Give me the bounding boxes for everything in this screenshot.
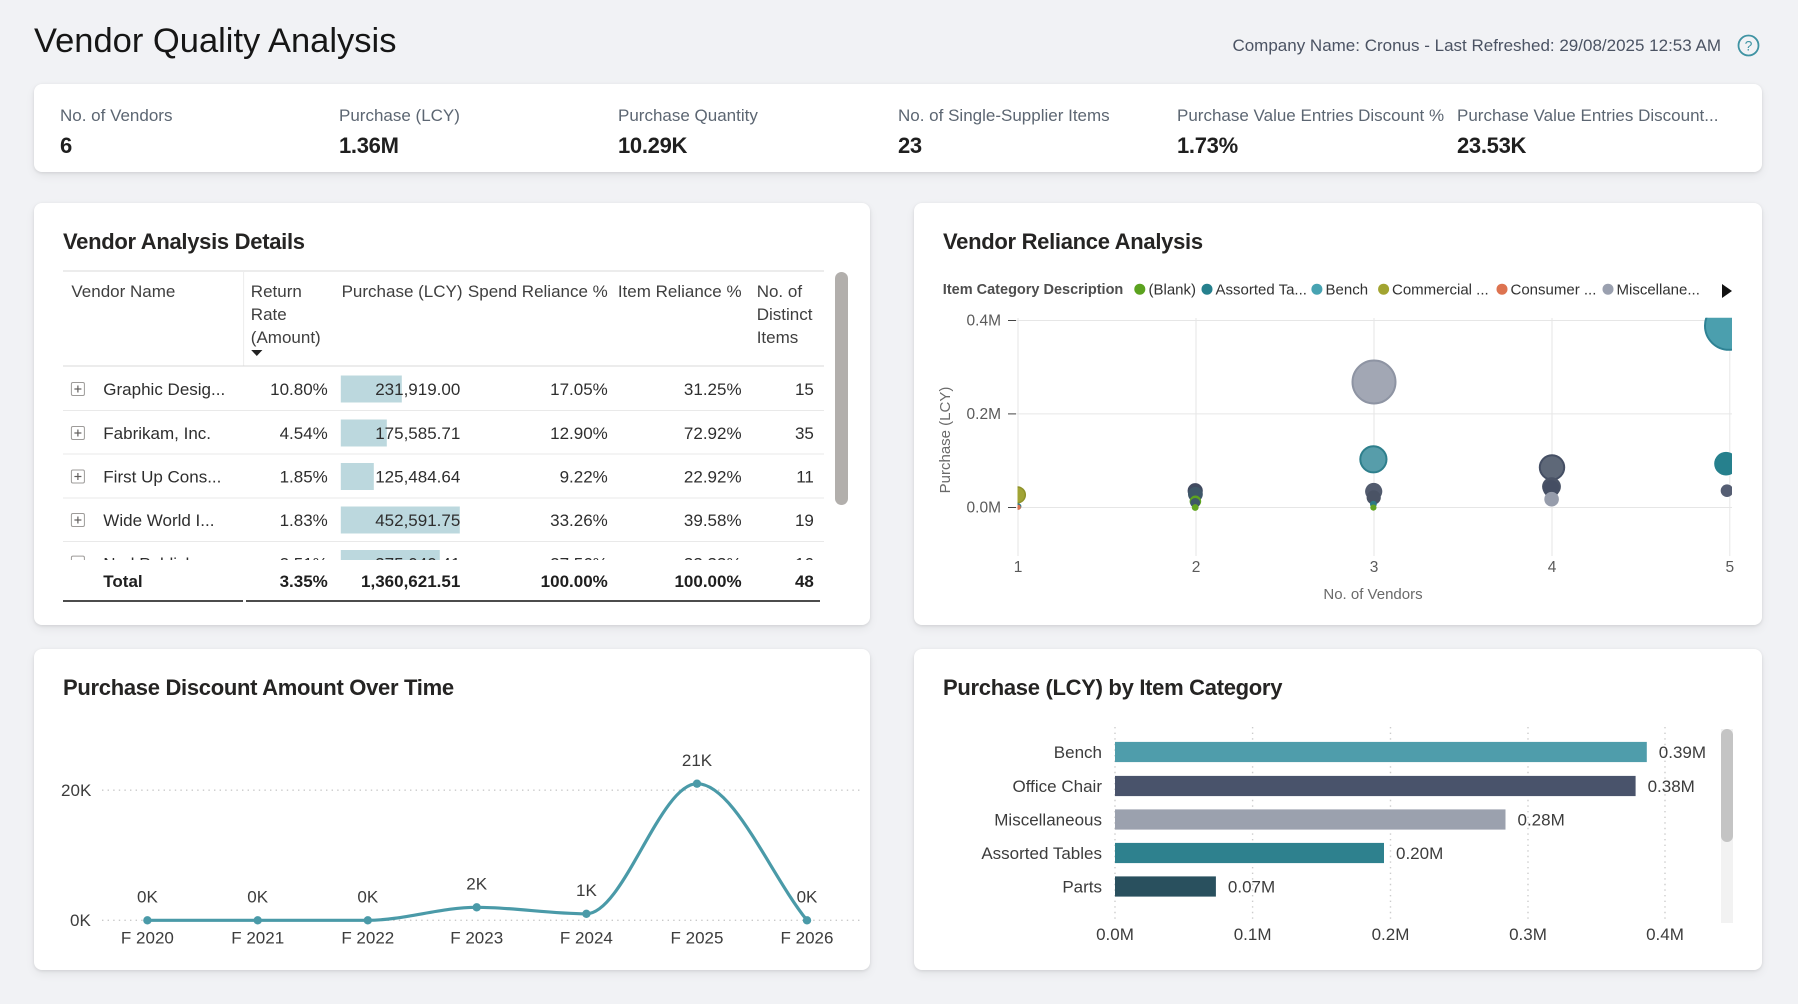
svg-text:F 2020: F 2020 — [121, 929, 174, 948]
svg-text:(Amount): (Amount) — [251, 328, 321, 347]
svg-text:2.51%: 2.51% — [280, 555, 328, 574]
svg-text:1.83%: 1.83% — [280, 511, 328, 530]
svg-text:Assorted Ta...: Assorted Ta... — [1216, 282, 1307, 299]
svg-text:0.0M: 0.0M — [1096, 925, 1134, 944]
svg-text:F 2026: F 2026 — [781, 929, 834, 948]
svg-text:3: 3 — [1370, 559, 1379, 576]
svg-text:Consumer ...: Consumer ... — [1511, 282, 1597, 299]
svg-text:0.38M: 0.38M — [1648, 777, 1695, 796]
svg-text:10.80%: 10.80% — [270, 380, 328, 399]
svg-text:Office Chair: Office Chair — [1013, 777, 1103, 796]
svg-text:27.56%: 27.56% — [550, 555, 608, 574]
svg-text:1.85%: 1.85% — [280, 468, 328, 487]
svg-text:20K: 20K — [61, 781, 92, 800]
svg-text:175,585.71: 175,585.71 — [375, 424, 460, 443]
svg-text:Items: Items — [757, 328, 799, 347]
svg-text:F 2025: F 2025 — [671, 929, 724, 948]
svg-text:0.2M: 0.2M — [1372, 925, 1410, 944]
svg-text:0K: 0K — [137, 888, 158, 907]
svg-text:72.92%: 72.92% — [684, 424, 742, 443]
svg-text:16: 16 — [795, 555, 814, 574]
svg-text:0K: 0K — [797, 888, 818, 907]
svg-text:Nod Publish...: Nod Publish... — [103, 555, 209, 574]
svg-text:(Blank): (Blank) — [1149, 282, 1197, 299]
svg-text:F 2024: F 2024 — [560, 929, 613, 948]
svg-text:0.4M: 0.4M — [1646, 925, 1684, 944]
svg-text:Rate: Rate — [251, 305, 287, 324]
svg-text:0K: 0K — [357, 888, 378, 907]
svg-text:No. of: No. of — [757, 282, 803, 301]
svg-text:452,591.75: 452,591.75 — [375, 511, 460, 530]
svg-text:Bench: Bench — [1326, 282, 1369, 299]
svg-text:5: 5 — [1725, 559, 1734, 576]
svg-text:Miscellane...: Miscellane... — [1617, 282, 1700, 299]
svg-text:4.54%: 4.54% — [280, 424, 328, 443]
svg-text:0.0M: 0.0M — [967, 500, 1001, 517]
svg-text:Purchase (LCY): Purchase (LCY) — [937, 387, 954, 494]
svg-text:0.07M: 0.07M — [1228, 878, 1275, 897]
svg-text:0.3M: 0.3M — [1509, 925, 1547, 944]
svg-text:No. of Vendors: No. of Vendors — [1323, 586, 1422, 603]
svg-text:2K: 2K — [466, 875, 487, 894]
svg-text:Purchase (LCY): Purchase (LCY) — [342, 282, 463, 301]
svg-text:33.33%: 33.33% — [684, 555, 742, 574]
svg-text:21K: 21K — [682, 751, 713, 770]
svg-text:11: 11 — [796, 468, 814, 487]
svg-text:39.58%: 39.58% — [684, 511, 742, 530]
svg-text:33.26%: 33.26% — [550, 511, 608, 530]
svg-text:100.00%: 100.00% — [541, 572, 608, 591]
svg-text:F 2023: F 2023 — [450, 929, 503, 948]
svg-text:Assorted Tables: Assorted Tables — [981, 844, 1102, 863]
svg-text:2: 2 — [1192, 559, 1201, 576]
svg-text:0.28M: 0.28M — [1518, 811, 1565, 830]
svg-text:Miscellaneous: Miscellaneous — [994, 811, 1102, 830]
svg-text:Fabrikam, Inc.: Fabrikam, Inc. — [103, 424, 211, 443]
svg-text:Bench: Bench — [1054, 743, 1102, 762]
svg-text:Distinct: Distinct — [757, 305, 813, 324]
svg-text:1: 1 — [1014, 559, 1023, 576]
svg-text:0.2M: 0.2M — [967, 406, 1001, 423]
svg-text:19: 19 — [795, 511, 814, 530]
svg-text:9.22%: 9.22% — [560, 468, 608, 487]
svg-text:Vendor Name: Vendor Name — [71, 282, 175, 301]
svg-text:12.90%: 12.90% — [550, 424, 608, 443]
svg-text:17.05%: 17.05% — [550, 380, 608, 399]
svg-text:Item Category Description: Item Category Description — [943, 282, 1124, 298]
svg-text:3.35%: 3.35% — [280, 572, 328, 591]
svg-text:0K: 0K — [70, 911, 91, 930]
svg-text:35: 35 — [795, 424, 814, 443]
svg-text:1K: 1K — [576, 881, 597, 900]
svg-text:First Up Cons...: First Up Cons... — [103, 468, 221, 487]
svg-text:0.39M: 0.39M — [1659, 743, 1706, 762]
svg-text:31.25%: 31.25% — [684, 380, 742, 399]
svg-text:1,360,621.51: 1,360,621.51 — [361, 572, 460, 591]
svg-text:22.92%: 22.92% — [684, 468, 742, 487]
svg-text:Total: Total — [103, 572, 142, 591]
svg-text:Graphic Desig...: Graphic Desig... — [103, 380, 225, 399]
svg-text:Item Reliance %: Item Reliance % — [618, 282, 742, 301]
svg-text:Return: Return — [251, 282, 302, 301]
svg-text:Commercial ...: Commercial ... — [1392, 282, 1489, 299]
svg-text:15: 15 — [795, 380, 814, 399]
svg-text:0.1M: 0.1M — [1234, 925, 1272, 944]
svg-text:48: 48 — [795, 572, 814, 591]
svg-text:?: ? — [1745, 38, 1753, 54]
svg-text:0.20M: 0.20M — [1396, 844, 1443, 863]
svg-text:Wide World I...: Wide World I... — [103, 511, 214, 530]
svg-text:4: 4 — [1548, 559, 1557, 576]
svg-text:125,484.64: 125,484.64 — [375, 468, 460, 487]
svg-text:231,919.00: 231,919.00 — [375, 380, 460, 399]
svg-text:0K: 0K — [247, 888, 268, 907]
svg-text:F 2021: F 2021 — [231, 929, 284, 948]
svg-text:Parts: Parts — [1062, 878, 1102, 897]
svg-text:F 2022: F 2022 — [341, 929, 394, 948]
svg-text:375,040.41: 375,040.41 — [375, 555, 460, 574]
svg-text:0.4M: 0.4M — [967, 313, 1001, 330]
svg-text:Spend Reliance %: Spend Reliance % — [468, 282, 608, 301]
svg-text:100.00%: 100.00% — [674, 572, 741, 591]
